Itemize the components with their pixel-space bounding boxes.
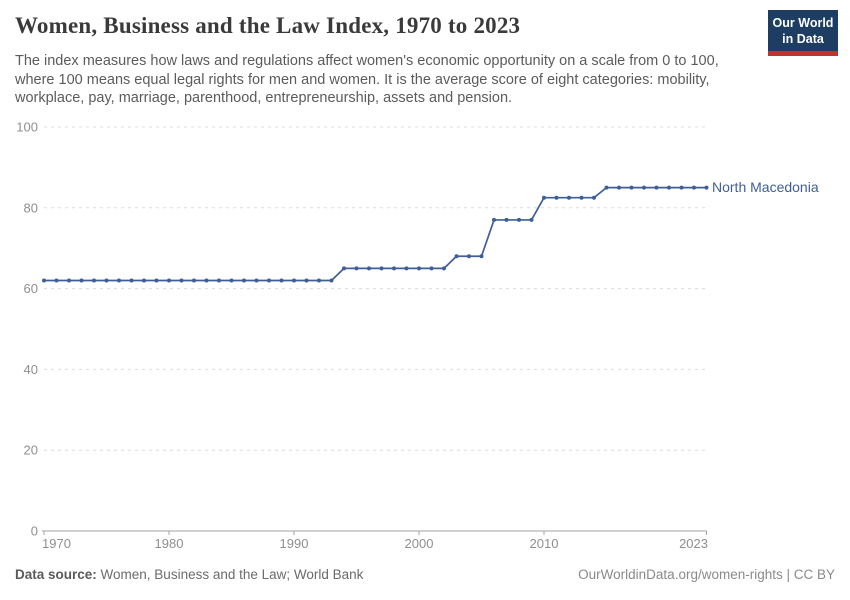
data-point[interactable] <box>654 185 659 190</box>
data-point[interactable] <box>692 185 696 190</box>
datasource-label: Data source: <box>15 567 97 582</box>
data-point[interactable] <box>492 217 496 222</box>
data-point[interactable] <box>404 266 409 271</box>
x-axis-tick-label: 2000 <box>405 536 434 551</box>
data-point[interactable] <box>629 185 634 190</box>
subtitle-line: where 100 means equal legal rights for m… <box>15 71 710 88</box>
data-point[interactable] <box>154 278 159 283</box>
data-point[interactable] <box>117 278 121 283</box>
data-point[interactable] <box>342 266 346 271</box>
data-point[interactable] <box>129 278 134 283</box>
data-point[interactable] <box>267 278 271 283</box>
data-point[interactable] <box>92 278 96 283</box>
data-point[interactable] <box>167 278 171 283</box>
data-point[interactable] <box>679 185 684 190</box>
x-axis-tick-label: 2010 <box>530 536 559 551</box>
data-point[interactable] <box>329 278 334 283</box>
data-point[interactable] <box>392 266 396 271</box>
data-point[interactable] <box>79 278 84 283</box>
data-point[interactable] <box>579 195 584 200</box>
data-point[interactable] <box>454 254 459 259</box>
data-point[interactable] <box>254 278 259 283</box>
y-axis-tick-label: 80 <box>24 200 38 215</box>
data-point[interactable] <box>667 185 671 190</box>
data-point[interactable] <box>442 266 446 271</box>
data-point[interactable] <box>604 185 609 190</box>
data-point[interactable] <box>142 278 146 283</box>
data-point[interactable] <box>104 278 109 283</box>
data-point[interactable] <box>517 217 521 222</box>
subtitle-line: The index measures how laws and regulati… <box>15 53 719 69</box>
datasource-note: Data source: Women, Business and the Law… <box>15 567 363 582</box>
data-point[interactable] <box>192 278 196 283</box>
x-axis-tick-label: 1980 <box>155 536 184 551</box>
data-point[interactable] <box>642 185 646 190</box>
owid-link[interactable]: OurWorldinData.org/women-rights | CC BY <box>578 567 835 582</box>
data-point[interactable] <box>54 278 59 283</box>
data-point[interactable] <box>354 266 359 271</box>
data-point[interactable] <box>42 278 46 283</box>
data-point[interactable] <box>229 278 234 283</box>
data-point[interactable] <box>479 254 484 259</box>
data-point[interactable] <box>617 185 621 190</box>
data-point[interactable] <box>567 195 571 200</box>
data-point[interactable] <box>292 278 296 283</box>
data-point[interactable] <box>242 278 246 283</box>
data-point[interactable] <box>542 195 546 200</box>
data-point[interactable] <box>367 266 371 271</box>
series-line[interactable] <box>44 186 707 282</box>
owid-logo-line1: Our World <box>772 16 834 30</box>
data-point[interactable] <box>317 278 321 283</box>
chart-subtitle: The index measures how laws and regulati… <box>15 52 719 108</box>
data-point[interactable] <box>179 278 184 283</box>
x-axis-tick-label: 2023 <box>679 536 708 551</box>
owid-logo-line2: in Data <box>782 32 824 46</box>
x-axis-tick-label: 1990 <box>280 536 309 551</box>
data-point[interactable] <box>217 278 221 283</box>
data-point[interactable] <box>204 278 209 283</box>
data-point[interactable] <box>67 278 71 283</box>
chart-title: Women, Business and the Law Index, 1970 … <box>15 13 521 38</box>
data-point[interactable] <box>592 195 596 200</box>
data-point[interactable] <box>467 254 471 259</box>
data-point[interactable] <box>417 266 421 271</box>
entity-label[interactable]: North Macedonia <box>712 179 819 195</box>
y-axis-tick-label: 0 <box>31 524 38 539</box>
data-point[interactable] <box>279 278 284 283</box>
owid-logo[interactable]: Our World in Data <box>768 10 838 56</box>
data-point[interactable] <box>529 217 534 222</box>
data-point[interactable] <box>504 217 509 222</box>
x-axis-tick-label: 1970 <box>42 536 71 551</box>
datasource-value: Women, Business and the Law; World Bank <box>96 567 364 582</box>
subtitle-line: workplace, pay, marriage, parenthood, en… <box>15 90 513 106</box>
y-axis-tick-label: 40 <box>24 362 38 377</box>
data-point[interactable] <box>379 266 384 271</box>
y-axis-tick-label: 20 <box>24 443 38 458</box>
data-point[interactable] <box>704 185 709 190</box>
y-axis-tick-label: 100 <box>16 120 38 135</box>
data-point[interactable] <box>304 278 309 283</box>
y-axis-tick-label: 60 <box>24 281 38 296</box>
data-point[interactable] <box>429 266 434 271</box>
data-point[interactable] <box>554 195 559 200</box>
